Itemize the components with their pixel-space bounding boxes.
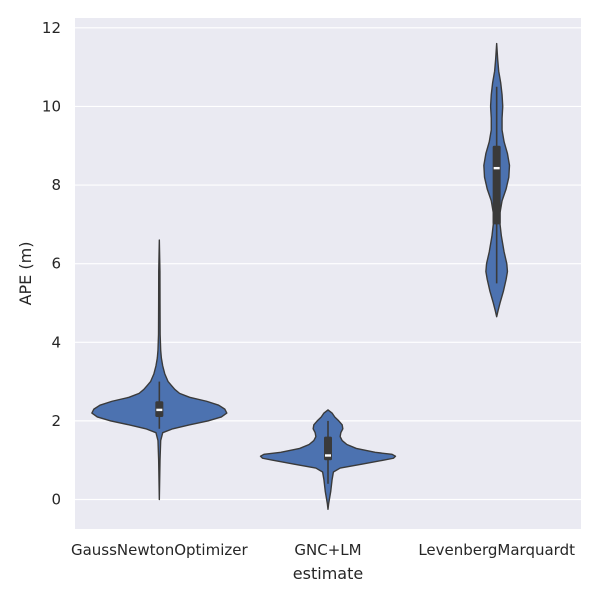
- tick-labels: 0 2 4 6 8 10 12 GaussNewtonOptimizer GNC+LM Leven…: [42, 19, 575, 559]
- y-tick-label: 6: [51, 255, 61, 273]
- y-tick-label: 12: [42, 19, 61, 37]
- x-tick-label: LevenbergMarquardt: [418, 541, 575, 559]
- x-tick-label: GaussNewtonOptimizer: [71, 541, 248, 559]
- y-tick-label: 4: [51, 333, 61, 351]
- violin-median: [493, 166, 500, 170]
- y-tick-label: 0: [51, 491, 61, 509]
- violin-iqr-box: [492, 145, 501, 225]
- violin-body: [91, 239, 228, 501]
- x-tick-label: GNC+LM: [294, 541, 361, 559]
- y-tick-label: 8: [51, 176, 61, 194]
- y-tick-label: 10: [42, 97, 61, 115]
- x-axis-label: estimate: [293, 564, 363, 583]
- violin-median: [325, 454, 331, 457]
- y-tick-label: 2: [51, 412, 61, 430]
- violins: [91, 42, 511, 511]
- y-axis-label: APE (m): [16, 242, 35, 306]
- violin-median: [156, 408, 163, 412]
